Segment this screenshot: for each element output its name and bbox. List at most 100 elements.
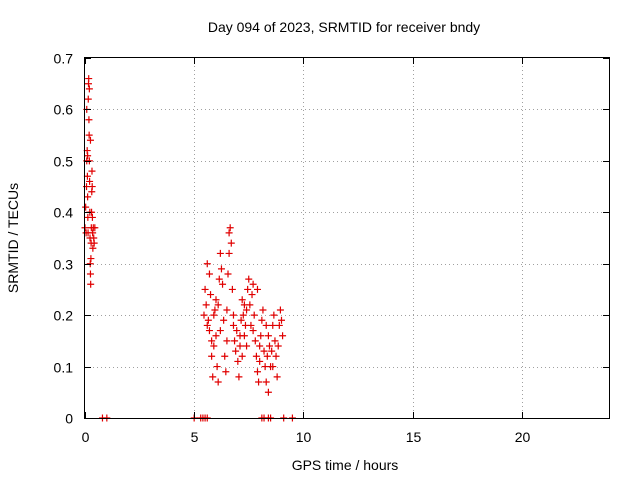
y-tick-label: 0.6 [54, 102, 74, 118]
data-point [257, 332, 265, 340]
data-point [272, 352, 280, 360]
data-point [220, 316, 228, 324]
plot-frame [84, 57, 610, 419]
data-point [265, 342, 273, 350]
data-point [270, 311, 278, 319]
data-point [243, 342, 251, 350]
y-tick-label: 0.2 [54, 308, 74, 324]
data-point [268, 347, 276, 355]
data-point [87, 280, 95, 288]
data-point [223, 337, 231, 345]
data-point [84, 152, 92, 160]
x-axis-label: GPS time / hours [292, 457, 399, 473]
data-point [275, 321, 283, 329]
data-point [264, 332, 272, 340]
data-point [84, 95, 92, 103]
data-point [251, 337, 259, 345]
data-point [273, 373, 281, 381]
data-point [276, 306, 284, 314]
data-point [247, 321, 255, 329]
data-point [208, 337, 216, 345]
data-point [256, 357, 264, 365]
data-point [237, 316, 245, 324]
data-point [227, 239, 235, 247]
data-point [213, 363, 221, 371]
data-point [200, 311, 208, 319]
data-point [253, 285, 261, 293]
data-point [86, 177, 94, 185]
data-point [215, 275, 223, 283]
grid-layer [85, 58, 609, 418]
data-point [229, 321, 237, 329]
x-tick-label: 0 [82, 429, 90, 445]
data-point [90, 239, 98, 247]
data-point [238, 296, 246, 304]
data-point [262, 321, 270, 329]
data-point [209, 373, 217, 381]
data-point [82, 203, 90, 211]
data-point [225, 229, 233, 237]
data-point [201, 285, 209, 293]
data-point [89, 229, 97, 237]
y-tick-label: 0.7 [54, 51, 74, 67]
data-point [240, 301, 248, 309]
data-point [250, 311, 258, 319]
data-point [89, 244, 97, 252]
data-point [221, 352, 229, 360]
y-axis-label: SRMTID / TECUs [5, 183, 21, 293]
data-point [278, 316, 285, 324]
data-point [236, 332, 244, 340]
data-point [233, 327, 241, 335]
data-point [84, 193, 92, 201]
data-point [83, 172, 91, 180]
data-point [207, 291, 215, 299]
labels-layer: 0 5 10 15 20 0 0.1 0.2 0.3 0.4 0.5 0.6 0.7 [54, 51, 531, 446]
data-point [236, 342, 244, 350]
data-point [222, 368, 230, 376]
data-point [214, 301, 222, 309]
data-point [91, 224, 99, 232]
data-point [260, 347, 268, 355]
data-point [203, 321, 211, 329]
data-point [232, 347, 240, 355]
y-tick-label: 0.4 [54, 205, 74, 221]
data-point [264, 388, 272, 396]
data-point [269, 321, 277, 329]
data-point [279, 332, 287, 340]
data-point [219, 280, 227, 288]
data-point [244, 285, 252, 293]
x-tick-label: 5 [191, 429, 199, 445]
data-point [248, 291, 256, 299]
data-point [249, 280, 257, 288]
data-point [216, 249, 224, 257]
data-point [86, 136, 94, 144]
data-point [228, 285, 236, 293]
y-tick-label: 0.3 [54, 257, 74, 273]
data-point [249, 327, 257, 335]
data-point [86, 270, 94, 278]
y-tick-label: 0 [65, 411, 73, 427]
data-point [210, 311, 218, 319]
data-point [204, 316, 212, 324]
data-point [255, 378, 263, 386]
data-point [208, 352, 216, 360]
x-tick-label: 15 [406, 429, 422, 445]
data-point [85, 116, 93, 124]
data-point [203, 260, 211, 268]
data-point [86, 260, 94, 268]
data-point [262, 378, 270, 386]
data-point [85, 131, 93, 139]
data-point [243, 306, 251, 314]
data-point [214, 378, 222, 386]
data-point [202, 301, 210, 309]
data-point [234, 357, 242, 365]
chart-title: Day 094 of 2023, SRMTID for receiver bnd… [208, 19, 480, 35]
data-point [231, 337, 239, 345]
data-point [256, 342, 264, 350]
y-tick-label: 0.1 [54, 360, 74, 376]
data-point [205, 327, 213, 335]
data-point [87, 255, 95, 263]
data-point [85, 157, 93, 165]
data-point [88, 213, 96, 221]
